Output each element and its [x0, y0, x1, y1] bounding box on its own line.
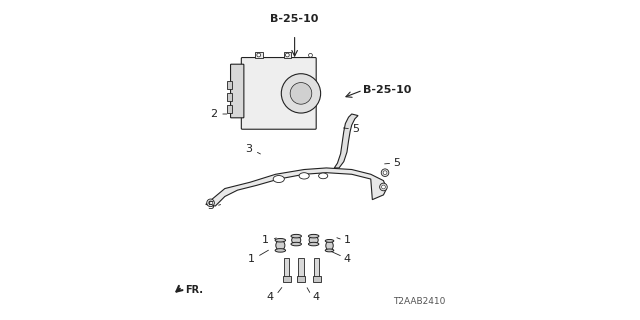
- Ellipse shape: [319, 173, 328, 179]
- Circle shape: [285, 53, 289, 57]
- Ellipse shape: [326, 241, 333, 251]
- Ellipse shape: [275, 249, 285, 252]
- Polygon shape: [206, 168, 387, 206]
- Circle shape: [282, 74, 321, 113]
- Bar: [227, 105, 232, 113]
- Circle shape: [290, 83, 312, 104]
- Ellipse shape: [292, 236, 301, 244]
- Text: B-25-10: B-25-10: [363, 85, 412, 95]
- Bar: [314, 258, 319, 277]
- Text: 5: 5: [352, 124, 359, 134]
- Circle shape: [380, 183, 387, 191]
- Text: 4: 4: [312, 292, 319, 302]
- Bar: [284, 52, 291, 59]
- Bar: [283, 276, 291, 282]
- Ellipse shape: [325, 239, 334, 242]
- Circle shape: [381, 169, 389, 177]
- Bar: [313, 276, 321, 282]
- Ellipse shape: [299, 173, 309, 179]
- Circle shape: [381, 185, 385, 189]
- Circle shape: [209, 201, 212, 205]
- Text: 1: 1: [262, 235, 269, 245]
- Text: 4: 4: [267, 292, 274, 302]
- Ellipse shape: [309, 236, 318, 244]
- Ellipse shape: [308, 242, 319, 246]
- Text: 3: 3: [244, 144, 252, 154]
- Ellipse shape: [325, 249, 334, 252]
- Circle shape: [383, 171, 387, 175]
- Circle shape: [207, 199, 214, 207]
- Ellipse shape: [273, 176, 284, 182]
- Text: 1: 1: [344, 235, 351, 245]
- Bar: [284, 258, 289, 277]
- Bar: [227, 93, 232, 101]
- Bar: [227, 81, 232, 89]
- Bar: [297, 276, 305, 282]
- Text: 2: 2: [210, 109, 217, 119]
- Ellipse shape: [275, 238, 285, 242]
- Circle shape: [257, 53, 260, 57]
- Text: 4: 4: [344, 254, 351, 264]
- Text: 1: 1: [248, 254, 255, 264]
- Ellipse shape: [276, 240, 285, 251]
- Text: 5: 5: [393, 158, 400, 168]
- Bar: [298, 258, 303, 277]
- Ellipse shape: [308, 234, 319, 238]
- Circle shape: [308, 53, 312, 57]
- Polygon shape: [334, 114, 358, 168]
- Ellipse shape: [291, 234, 301, 238]
- Bar: [255, 52, 263, 59]
- Ellipse shape: [291, 242, 301, 246]
- Text: 5: 5: [207, 201, 214, 211]
- Text: B-25-10: B-25-10: [271, 13, 319, 24]
- FancyBboxPatch shape: [241, 58, 316, 129]
- Text: T2AAB2410: T2AAB2410: [393, 297, 445, 306]
- Text: FR.: FR.: [185, 285, 203, 295]
- FancyBboxPatch shape: [230, 64, 244, 118]
